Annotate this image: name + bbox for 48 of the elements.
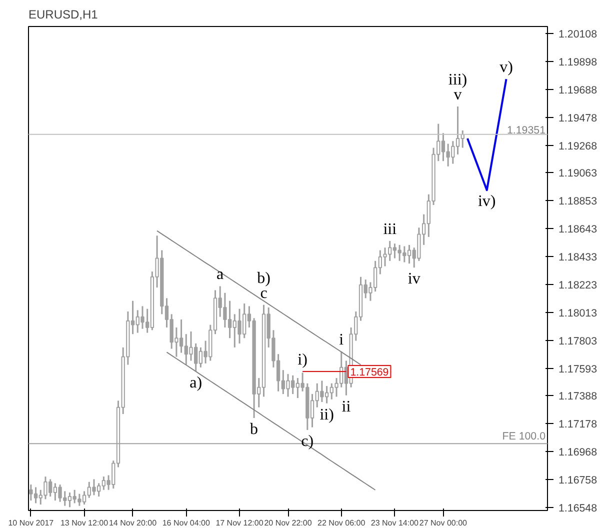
ref-line-label: FE 100.0 <box>502 430 546 443</box>
y-tick-label: 1.17593 <box>558 363 598 376</box>
annotation: iii) <box>448 72 468 88</box>
y-tick-label: 1.18853 <box>558 196 598 208</box>
annotation: b) <box>257 270 270 287</box>
x-tick-label: 14 Nov 20:00 <box>108 518 158 528</box>
line-series <box>466 78 508 192</box>
annotation: c) <box>301 432 314 450</box>
x-tick-label: 16 Nov 04:00 <box>162 518 210 528</box>
y-tick-label: 1.19268 <box>558 140 598 152</box>
y-tick-label: 1.18433 <box>558 252 598 264</box>
x-tick-label: 13 Nov 12:00 <box>60 518 109 528</box>
y-tick-label: 1.16548 <box>558 502 598 514</box>
annotation: v <box>454 86 462 104</box>
x-tick-label: 20 Nov 22:00 <box>264 518 312 528</box>
annotation: ii) <box>320 406 334 424</box>
data-label: 1.17569 <box>350 366 389 379</box>
x-tick-label: 10 Nov 2017 <box>8 518 54 528</box>
annotation: iii <box>383 220 398 238</box>
x-tick-label: 22 Nov 06:00 <box>318 518 366 528</box>
y-tick-label: 1.17178 <box>558 418 598 431</box>
annotation: iv <box>408 270 420 288</box>
y-tick-label: 1.16968 <box>558 446 598 459</box>
x-tick-label: 27 Nov 00:00 <box>419 518 468 528</box>
y-tick-label: 1.16758 <box>558 474 598 486</box>
x-tick-label: 23 Nov 14:00 <box>370 518 420 528</box>
y-tick-label: 1.18643 <box>558 224 598 236</box>
y-tick-label: 1.20108 <box>558 28 598 41</box>
annotation: i) <box>298 352 308 369</box>
y-tick-label: 1.17388 <box>558 390 598 403</box>
annotation: b <box>250 420 258 438</box>
y-tick-label: 1.18013 <box>558 307 598 320</box>
y-tick-label: 1.17803 <box>558 335 598 348</box>
annotation: v) <box>500 59 513 76</box>
y-tick-label: 1.19478 <box>558 112 598 124</box>
y-tick-label: 1.18223 <box>558 279 598 292</box>
annotation: a) <box>190 374 202 392</box>
annotation: i <box>339 331 344 348</box>
x-tick-label: 17 Nov 12:00 <box>216 518 264 528</box>
y-tick-label: 1.19063 <box>558 168 598 180</box>
annotation: c <box>260 284 268 302</box>
annotation: a <box>216 266 224 284</box>
annotation: ii <box>342 398 352 416</box>
y-tick-label: 1.19898 <box>558 56 598 69</box>
y-tick-label: 1.19688 <box>558 84 598 96</box>
annotation: iv) <box>478 193 496 210</box>
chart-title: EURUSD,H1 <box>28 8 98 22</box>
ref-line-label: 1.19351 <box>506 124 546 136</box>
